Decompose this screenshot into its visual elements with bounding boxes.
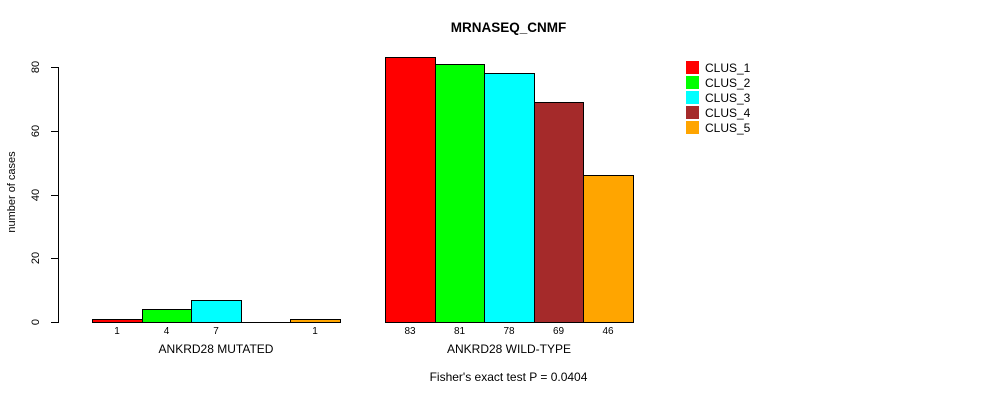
- legend-label: CLUS_3: [705, 91, 751, 105]
- bar: [191, 300, 242, 323]
- y-tick-label: 0: [30, 318, 42, 326]
- bar-value-label: 4: [163, 326, 170, 337]
- bar-value-label: 83: [404, 326, 416, 337]
- y-tick-label: 80: [30, 60, 42, 74]
- bar: [92, 319, 143, 323]
- bar-value-label: 46: [602, 326, 614, 337]
- y-tick: [51, 322, 58, 323]
- bar: [583, 175, 634, 323]
- bar: [534, 102, 584, 323]
- legend-swatch: [686, 106, 699, 119]
- bar-value-label: 1: [114, 326, 120, 337]
- group-label-wildtype: ANKRD28 WILD-TYPE: [446, 342, 572, 356]
- bar-value-label: 7: [213, 326, 219, 337]
- y-tick-label: 20: [30, 251, 42, 265]
- bar: [484, 73, 535, 323]
- bar: [385, 57, 436, 323]
- legend-label: CLUS_4: [705, 106, 751, 120]
- bar-value-label: 1: [312, 326, 318, 337]
- y-tick: [51, 195, 58, 196]
- bar: [290, 319, 341, 323]
- y-axis-label: number of cases: [6, 151, 18, 233]
- bar: [435, 64, 485, 323]
- legend-label: CLUS_5: [705, 121, 751, 135]
- bar: [142, 309, 192, 323]
- legend-swatch: [686, 91, 699, 104]
- bar-value-label: 78: [503, 326, 515, 337]
- bar-value-label: 81: [453, 326, 466, 337]
- legend-label: CLUS_2: [705, 76, 751, 90]
- stat-test-caption: Fisher's exact test P = 0.0404: [429, 370, 588, 384]
- legend-swatch: [686, 61, 699, 74]
- chart-title: MRNASEQ_CNMF: [450, 20, 567, 35]
- y-tick: [51, 258, 58, 259]
- bar-value-label: 69: [552, 326, 565, 337]
- legend-label: CLUS_1: [705, 61, 751, 75]
- group-label-mutated: ANKRD28 MUTATED: [158, 342, 274, 356]
- y-tick-label: 60: [30, 124, 42, 138]
- legend-swatch: [686, 76, 699, 89]
- y-axis-line: [58, 67, 59, 323]
- y-tick: [51, 131, 58, 132]
- y-tick-label: 40: [30, 188, 42, 202]
- legend-swatch: [686, 121, 699, 134]
- y-tick: [51, 67, 58, 68]
